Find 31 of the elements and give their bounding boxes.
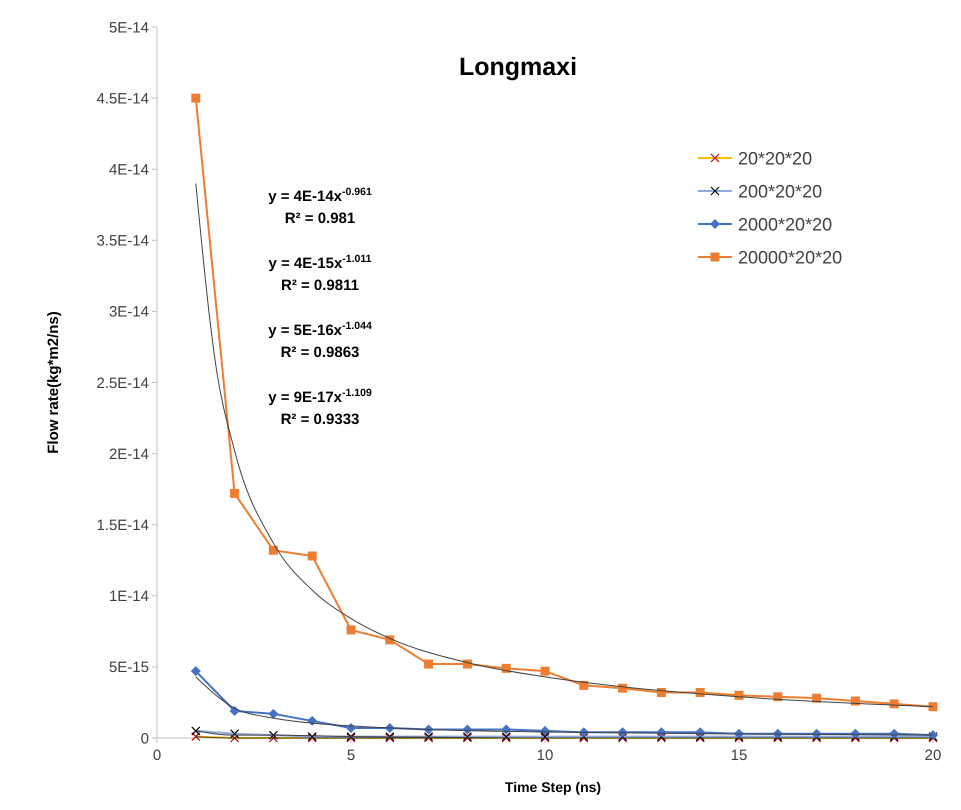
x-axis-title: Time Step (ns)	[504, 779, 602, 795]
y-tick-label: 1E-14	[108, 588, 149, 606]
y-tick-label: 2.5E-14	[96, 374, 149, 392]
annotation: y = 4E-15x$^{-1.011}$	[268, 253, 372, 272]
y-tick-label: 3.5E-14	[96, 232, 149, 250]
legend-label: 20*20*20	[738, 148, 812, 168]
y-tick-label: 1.5E-14	[96, 516, 149, 534]
y-tick-label: 2E-14	[108, 446, 149, 463]
x-tick-label: 0	[152, 747, 162, 764]
x-tick-label: 10	[536, 747, 554, 764]
x-tick-label: 20	[924, 747, 942, 764]
annotation: R² = 0.9333	[280, 411, 360, 428]
x-tick-label: 15	[730, 747, 748, 764]
annotation: y = 9E-17x$^{-1.109}$	[268, 387, 372, 406]
y-tick-label: 5E-14	[108, 19, 149, 36]
legend-label: 200*20*20	[738, 181, 822, 202]
y-tick-label: 0	[140, 730, 149, 748]
y-tick-label: 4E-14	[108, 161, 149, 178]
y-tick-label: 5E-15	[108, 659, 149, 676]
legend-label: 20000*20*20	[738, 247, 842, 268]
y-tick-label: 3E-14	[108, 304, 149, 321]
annotation: R² = 0.981	[284, 210, 356, 227]
y-axis-title: Flow rate(kg*m2/ns)	[45, 311, 62, 454]
annotation: R² = 0.9811	[281, 277, 359, 294]
legend-label: 2000*20*20	[738, 214, 832, 234]
annotation: R² = 0.9863	[280, 344, 360, 361]
text: Longmaxi	[458, 53, 578, 81]
x-tick-label: 5	[346, 747, 356, 764]
annotation: y = 4E-14x$^{-0.961}$	[268, 186, 372, 205]
y-tick-label: 4.5E-14	[96, 90, 149, 108]
annotation: y = 5E-16x$^{-1.044}$	[268, 320, 372, 339]
